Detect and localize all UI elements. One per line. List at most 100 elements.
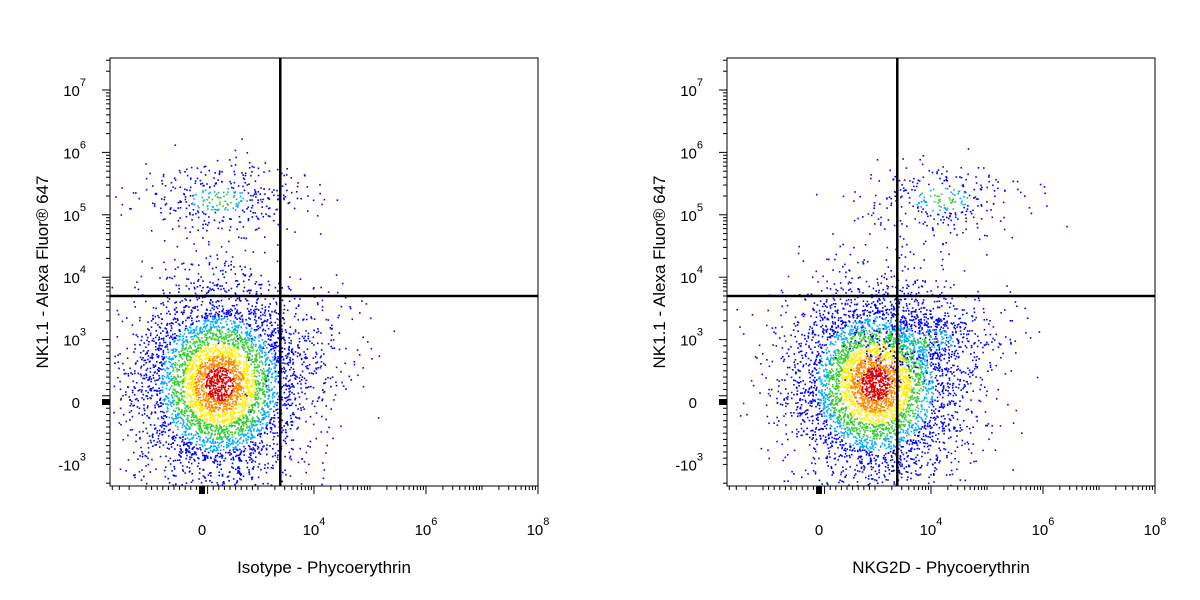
- event-dot: [287, 424, 289, 426]
- event-dot: [212, 352, 215, 354]
- event-dot: [135, 334, 138, 336]
- event-dot: [211, 418, 214, 421]
- event-dot: [240, 339, 242, 342]
- event-dot: [256, 308, 258, 311]
- event-dot: [254, 312, 257, 315]
- event-dot: [277, 435, 279, 437]
- event-dot: [254, 359, 257, 362]
- event-dot: [175, 306, 178, 309]
- event-dot: [237, 427, 239, 430]
- event-dot: [208, 243, 210, 246]
- event-dot: [222, 191, 225, 194]
- event-dot: [238, 424, 240, 426]
- event-dot: [300, 483, 303, 485]
- event-dot: [184, 392, 187, 394]
- event-dot: [218, 304, 220, 307]
- event-dot: [181, 424, 184, 426]
- event-dot: [131, 391, 134, 394]
- event-dot: [233, 359, 235, 362]
- event-dot: [183, 361, 186, 363]
- event-dot: [196, 336, 199, 338]
- event-dot: [162, 430, 165, 433]
- event-dot: [288, 332, 291, 335]
- event-dot: [312, 386, 315, 389]
- event-dot: [335, 274, 338, 276]
- event-dot: [204, 339, 207, 341]
- event-dot: [257, 446, 260, 449]
- event-dot: [213, 338, 216, 341]
- event-dot: [216, 389, 219, 392]
- event-dot: [196, 440, 198, 443]
- event-dot: [163, 198, 166, 201]
- event-dot: [231, 343, 234, 345]
- event-dot: [190, 462, 193, 465]
- event-dot: [186, 391, 189, 393]
- event-dot: [273, 410, 275, 413]
- event-dot: [184, 412, 186, 415]
- event-dot: [185, 406, 187, 408]
- event-dot: [274, 352, 277, 354]
- event-dot: [203, 199, 206, 201]
- event-dot: [198, 376, 201, 378]
- event-dot: [221, 331, 223, 333]
- event-dot: [259, 433, 261, 436]
- event-dot: [217, 452, 219, 455]
- event-dot: [271, 345, 273, 347]
- event-dot: [219, 442, 222, 444]
- event-dot: [216, 394, 219, 396]
- event-dot: [260, 468, 262, 471]
- event-dot: [206, 366, 208, 368]
- event-dot: [177, 420, 179, 423]
- event-dot: [272, 438, 275, 441]
- event-dot: [227, 387, 230, 390]
- event-dot: [117, 361, 119, 363]
- event-dot: [281, 396, 283, 399]
- event-dot: [142, 393, 145, 396]
- event-dot: [205, 354, 207, 357]
- event-dot: [194, 292, 197, 295]
- event-dot: [228, 445, 230, 448]
- event-dot: [224, 387, 226, 389]
- event-dot: [305, 330, 307, 332]
- event-dot: [294, 351, 297, 353]
- event-dot: [211, 380, 214, 383]
- event-dot: [289, 428, 292, 430]
- event-dot: [206, 382, 208, 384]
- event-dot: [132, 405, 134, 407]
- event-dot: [234, 400, 237, 402]
- event-dot: [233, 345, 236, 348]
- event-dot: [236, 390, 238, 392]
- event-dot: [214, 344, 217, 347]
- event-dot: [280, 172, 283, 175]
- event-dot: [191, 413, 193, 416]
- event-dot: [243, 445, 245, 448]
- event-dot: [257, 417, 259, 419]
- event-dot: [186, 437, 189, 439]
- event-dot: [265, 412, 267, 414]
- event-dot: [195, 381, 198, 383]
- event-dot: [214, 445, 217, 448]
- event-dot: [266, 388, 269, 391]
- event-dot: [270, 345, 272, 347]
- event-dot: [221, 380, 224, 383]
- event-dot: [219, 415, 221, 418]
- event-dot: [173, 399, 176, 401]
- event-dot: [243, 454, 246, 456]
- event-dot: [262, 321, 265, 323]
- event-dot: [233, 266, 235, 268]
- event-dot: [197, 390, 200, 393]
- event-dot: [251, 385, 253, 388]
- event-dot: [293, 393, 295, 395]
- event-dot: [301, 370, 304, 373]
- event-dot: [195, 453, 198, 456]
- event-dot: [261, 304, 263, 306]
- event-dot: [276, 404, 278, 407]
- event-dot: [230, 369, 233, 371]
- event-dot: [247, 385, 249, 388]
- event-dot: [166, 312, 168, 315]
- event-dot: [206, 401, 208, 404]
- event-dot: [200, 350, 202, 352]
- event-dot: [207, 347, 209, 350]
- event-dot: [254, 442, 257, 444]
- event-dot: [209, 412, 211, 414]
